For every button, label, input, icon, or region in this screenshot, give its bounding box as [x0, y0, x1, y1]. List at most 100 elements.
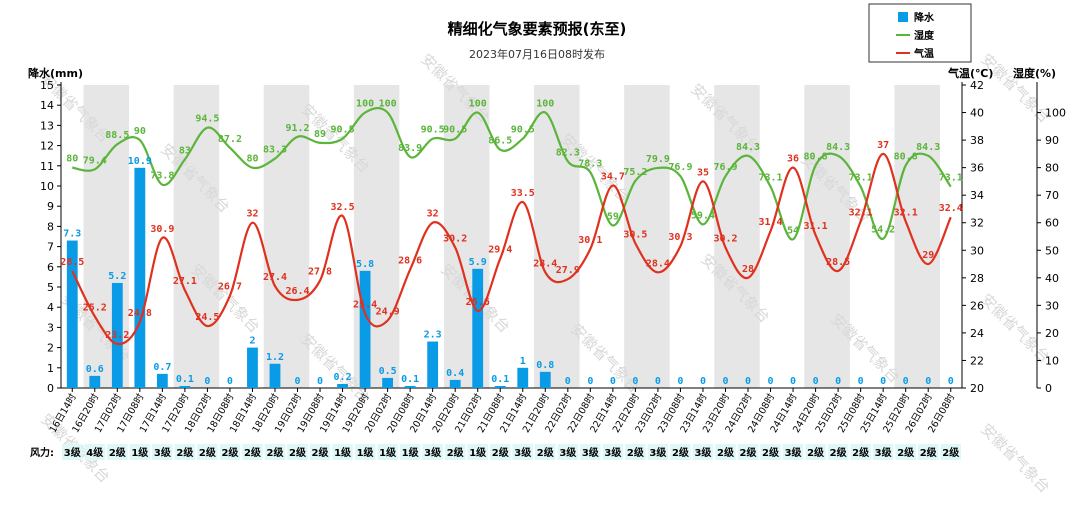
temp-label: 30.2: [713, 234, 737, 245]
precip-label: 7.3: [63, 229, 81, 240]
precip-tick-label: 12: [40, 140, 54, 153]
wind-level: 2级: [672, 446, 690, 459]
temp-label: 27.9: [556, 265, 580, 276]
wind-cell: [444, 444, 466, 460]
precip-label: 5.9: [469, 257, 487, 268]
temp-label: 32.1: [894, 207, 918, 218]
legend-box: [868, 3, 972, 63]
humidity-label: 82.3: [556, 147, 580, 158]
humidity-label: 76.9: [668, 162, 692, 173]
wind-level: 3级: [514, 446, 532, 459]
wind-cell: [129, 444, 151, 460]
temp-tick-label: 42: [970, 79, 984, 92]
chart-subtitle: 2023年07月16日08时发布: [469, 47, 605, 61]
wind-cell: [242, 444, 263, 460]
wind-level: 2级: [920, 446, 938, 459]
precip-label: 2.3: [424, 330, 442, 341]
precip-bars: [66, 167, 551, 388]
temp-label: 32.1: [849, 207, 873, 218]
wind-cell: [489, 444, 511, 460]
night-band: [106, 85, 130, 388]
humidity-label: 90.5: [331, 125, 355, 136]
wind-cell: [557, 444, 579, 460]
wind-level: 3级: [424, 446, 442, 459]
precip-bar: [517, 367, 529, 388]
precip-label: 0: [722, 376, 728, 387]
temp-label: 30.3: [668, 232, 692, 243]
temp-label: 30.5: [623, 229, 647, 240]
night-band: [534, 85, 558, 388]
precip-tick-label: 7: [47, 241, 54, 254]
precip-tick-label: 4: [47, 301, 54, 314]
precip-bar: [269, 363, 281, 388]
temp-tick-label: 36: [970, 162, 984, 175]
precip-label: 0.6: [86, 364, 104, 375]
wind-cell: [647, 444, 669, 460]
precip-bar: [539, 371, 551, 388]
wind-cell: [760, 444, 781, 460]
precip-label: 0.1: [176, 374, 194, 385]
wind-level: 2级: [289, 446, 307, 459]
night-band: [83, 85, 107, 388]
wind-cell: [309, 444, 331, 460]
precip-tick-label: 11: [40, 160, 54, 173]
temp-tick-label: 38: [970, 134, 984, 147]
humidity-label: 94.5: [195, 114, 219, 125]
wind-cell: [625, 444, 646, 460]
precip-label: 2: [249, 336, 255, 347]
humidity-label: 83: [179, 145, 191, 156]
precip-label: 0.1: [491, 374, 509, 385]
temp-tick-label: 24: [970, 327, 984, 340]
wind-cell: [399, 444, 421, 460]
humidity-label: 100: [469, 99, 487, 110]
precip-label: 0: [227, 376, 233, 387]
chart-title: 精细化气象要素预报(东至): [448, 20, 627, 38]
temp-label: 28: [742, 264, 754, 275]
wind-cell: [377, 444, 398, 460]
humidity-label: 78.3: [578, 158, 602, 169]
temp-label: 31.1: [804, 221, 828, 232]
wind-cell: [827, 444, 849, 460]
temp-tick-label: 40: [970, 107, 984, 120]
wind-level: 2级: [492, 446, 510, 459]
precip-label: 10.9: [128, 156, 152, 167]
precip-bar: [494, 385, 506, 388]
temp-label: 30.2: [443, 234, 467, 245]
legend-humidity-label: 湿度: [914, 29, 935, 42]
precip-label: 0.7: [153, 362, 171, 373]
humidity-label: 75.2: [623, 167, 647, 178]
precip-tick-label: 8: [47, 220, 54, 233]
humidity-label: 73.1: [939, 173, 963, 184]
precip-tick-label: 14: [40, 99, 54, 112]
watermark-text: 安徽省气象台: [977, 420, 1053, 496]
temp-label: 28.4: [646, 258, 670, 269]
wind-level: 2级: [267, 446, 285, 459]
wind-cell: [422, 444, 443, 460]
wind-cell: [850, 444, 871, 460]
precip-tick-label: 9: [47, 200, 54, 213]
temp-label: 30.9: [150, 224, 174, 235]
humidity-label: 59.4: [691, 210, 715, 221]
temp-label: 30.1: [578, 235, 602, 246]
precip-label: 0: [565, 376, 571, 387]
wind-level: 2级: [176, 446, 194, 459]
precip-label: 0.5: [379, 366, 397, 377]
humidity-label: 54.2: [871, 225, 895, 236]
temp-label: 33.5: [511, 188, 535, 199]
temp-label: 34.7: [601, 172, 625, 183]
temp-label: 36: [787, 154, 799, 165]
humidity-tick-label: 20: [1045, 327, 1059, 340]
humidity-tick-label: 100: [1045, 107, 1066, 120]
precip-bar: [359, 270, 371, 388]
wind-level: 2级: [717, 446, 735, 459]
wind-level: 3级: [604, 446, 622, 459]
precip-tick-label: 15: [40, 79, 54, 92]
humidity-label: 91.2: [285, 123, 309, 134]
precip-tick-label: 1: [47, 362, 54, 375]
wind-cell: [535, 444, 556, 460]
precip-label: 5.8: [356, 259, 374, 270]
legend-precip-label: 降水: [914, 11, 935, 24]
temp-label: 25.6: [466, 297, 490, 308]
humidity-tick-label: 30: [1045, 299, 1059, 312]
precip-label: 1.2: [266, 352, 284, 363]
